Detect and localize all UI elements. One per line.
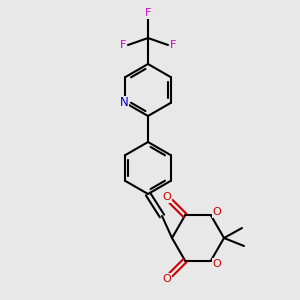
Text: O: O <box>213 259 221 269</box>
Text: O: O <box>213 208 221 218</box>
Text: N: N <box>120 97 129 110</box>
Text: O: O <box>163 274 171 284</box>
Text: O: O <box>163 193 171 202</box>
Text: F: F <box>120 40 126 50</box>
Text: F: F <box>170 40 176 50</box>
Text: F: F <box>145 8 151 18</box>
